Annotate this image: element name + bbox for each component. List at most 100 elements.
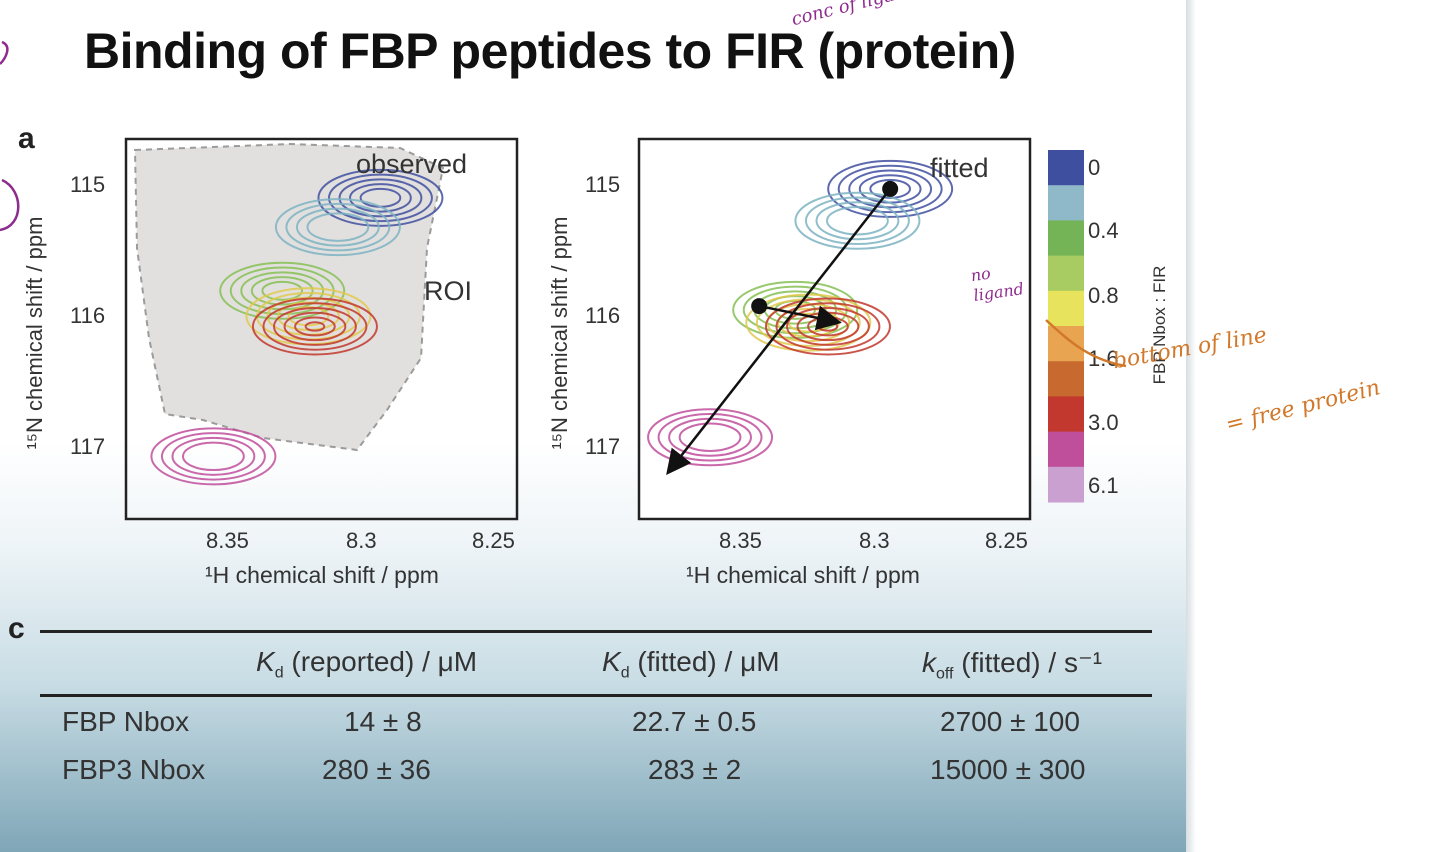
handwritten-note-no-ligand: no ligand <box>969 263 1026 305</box>
slide: Binding of FBP peptides to FIR (protein)… <box>0 0 1186 852</box>
observed-ytick: 116 <box>70 303 106 328</box>
table-cell: 283 ± 2 <box>648 754 742 785</box>
table-top-rule <box>40 630 1152 633</box>
contour-ring-0-4 <box>815 201 900 241</box>
fitted-ytick: 115 <box>585 172 621 197</box>
fitted-xtick: 8.25 <box>985 528 1028 553</box>
observed-xtick: 8.35 <box>206 528 249 553</box>
table-header-kd-fitted: Kd (fitted) / μM <box>602 646 780 682</box>
contour-ring-6-1 <box>657 412 763 462</box>
contour-ring-0-4 <box>274 198 401 257</box>
contour-ring-6-1 <box>647 408 774 467</box>
contour-ring-6-1 <box>150 427 277 486</box>
fitted-xtick: 8.3 <box>859 528 890 553</box>
contour-ring-0 <box>837 164 943 214</box>
fitted-xlabel: ¹H chemical shift / ppm <box>686 562 920 588</box>
contour-ring-0 <box>349 183 412 213</box>
handwritten-marks-left <box>0 40 20 232</box>
colorbar-tick: 0 <box>1088 155 1101 180</box>
colorbar-segment <box>1048 326 1084 362</box>
observed-xtick: 8.25 <box>472 528 515 553</box>
roi-label: ROI <box>424 276 473 306</box>
contour-ring-0-8 <box>219 261 346 320</box>
colorbar-segment <box>1048 361 1084 397</box>
table-row-name: FBP Nbox <box>62 706 190 737</box>
fitted-contour-plot <box>637 137 1032 521</box>
contour-ring-0 <box>827 159 954 218</box>
contour-ring-3 <box>262 302 368 351</box>
colorbar-segment <box>1048 185 1084 221</box>
contour-ring-0-8 <box>250 276 314 306</box>
table-header-rule <box>40 694 1152 697</box>
colorbar <box>1048 150 1084 503</box>
table-cell: 22.7 ± 0.5 <box>632 706 757 737</box>
colorbar-segment <box>1048 290 1084 327</box>
contour-ring-6-1 <box>171 436 256 476</box>
contour-ring-0-4 <box>794 191 921 250</box>
table-header-koff: koff (fitted) / s⁻¹ <box>922 647 1103 683</box>
observed-xlabel: ¹H chemical shift / ppm <box>205 562 439 588</box>
observed-contour-plot <box>124 137 519 521</box>
shift-arrow <box>666 188 892 475</box>
colorbar-segment <box>1048 431 1084 468</box>
contour-ring-0-4 <box>285 202 391 252</box>
contour-ring-0 <box>327 173 433 223</box>
observed-ylabel: ¹⁵N chemical shift / ppm <box>22 216 47 450</box>
colorbar-tick: 6.1 <box>1088 473 1119 498</box>
colorbar-segment <box>1048 150 1084 186</box>
handwritten-note-free-protein: = free protein <box>1223 375 1383 438</box>
table-cell: 15000 ± 300 <box>930 754 1086 785</box>
contour-ring-0 <box>848 169 933 209</box>
fitted-xtick: 8.35 <box>719 528 762 553</box>
contour-ring-3 <box>294 316 336 337</box>
slide-title: Binding of FBP peptides to FIR (protein) <box>84 23 1016 79</box>
observed-ytick: 115 <box>70 172 106 197</box>
contour-ring-3 <box>283 311 347 342</box>
slide-edge <box>1186 0 1196 852</box>
arrow-start-point <box>882 180 899 197</box>
contour-ring-0-4 <box>804 196 910 246</box>
table-cell: 2700 ± 100 <box>940 706 1080 737</box>
contour-ring-6-1 <box>678 422 742 452</box>
colorbar-segment <box>1048 220 1084 257</box>
colorbar-label: FBP Nbox : FIR <box>1150 265 1169 385</box>
contour-ring-6-1 <box>182 441 245 472</box>
observed-ytick: 117 <box>70 434 106 459</box>
table-cell: 280 ± 36 <box>322 754 431 785</box>
table-header-kd-reported: Kd (reported) / μM <box>256 646 478 682</box>
contour-ring-0 <box>338 178 423 218</box>
fitted-frame <box>637 137 1032 521</box>
colorbar-tick: 0.4 <box>1088 218 1119 243</box>
panel-letter-a: a <box>18 122 35 155</box>
table-cell: 14 ± 8 <box>344 706 422 737</box>
contour-ring-3 <box>764 297 891 356</box>
fitted-label: fitted <box>930 153 989 183</box>
roi-region <box>133 142 445 452</box>
colorbar-tick: 3.0 <box>1088 410 1119 435</box>
contour-ring-6-1 <box>160 432 266 481</box>
contour-ring-0-4 <box>295 207 380 247</box>
panel-letter-c: c <box>8 612 25 645</box>
colorbar-tick: 1.6 <box>1088 346 1119 371</box>
observed-xtick: 8.3 <box>346 528 377 553</box>
colorbar-segment <box>1048 466 1084 503</box>
contour-ring-0-4 <box>826 206 889 236</box>
colorbar-segment <box>1048 396 1084 433</box>
fitted-ytick: 116 <box>585 303 621 328</box>
fitted-ytick: 117 <box>585 434 621 459</box>
shift-arrow <box>758 304 842 331</box>
arrow-start-point <box>751 298 768 315</box>
contour-ring-3 <box>775 302 881 351</box>
observed-frame <box>124 137 519 521</box>
table-row-name: FBP3 Nbox <box>62 754 206 785</box>
contour-ring-0-8 <box>261 280 304 301</box>
colorbar-tick: 0.8 <box>1088 283 1119 308</box>
contour-ring-0 <box>317 168 444 227</box>
colorbar-segment <box>1048 255 1084 292</box>
contour-ring-3 <box>304 321 326 332</box>
contour-ring-3 <box>273 306 357 346</box>
fitted-ylabel: ¹⁵N chemical shift / ppm <box>547 216 572 450</box>
observed-label: observed <box>356 149 468 179</box>
handwritten-pointer <box>1045 319 1127 368</box>
contour-ring-3 <box>251 297 378 356</box>
